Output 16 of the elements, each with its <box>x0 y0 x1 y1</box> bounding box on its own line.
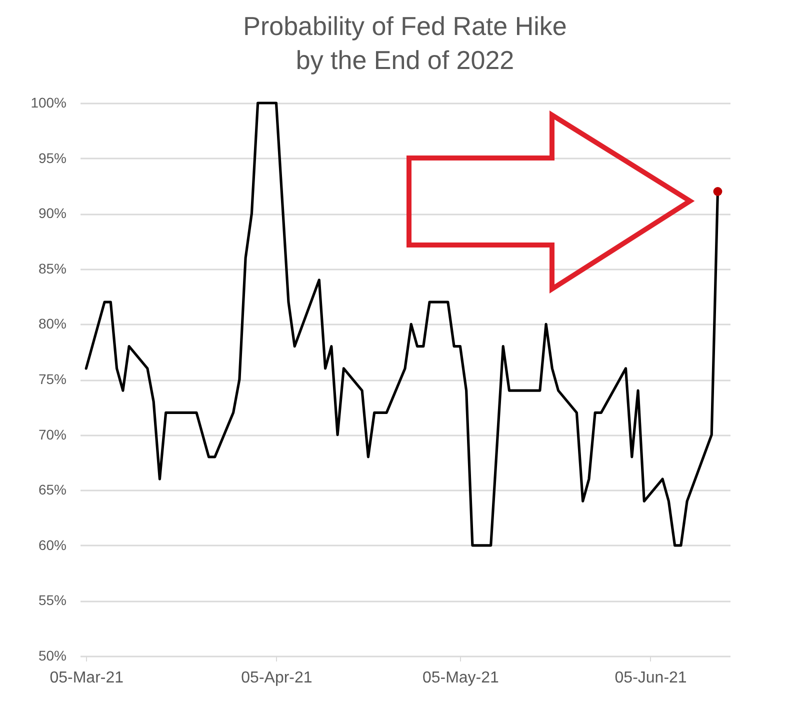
chart-title: Probability of Fed Rate Hike by the End of 2022 <box>243 11 567 75</box>
y-tick-label: 50% <box>38 648 66 664</box>
y-tick-label: 70% <box>38 426 66 442</box>
y-tick-label: 90% <box>38 205 66 222</box>
x-tick-label: 05-May-21 <box>422 670 500 686</box>
y-tick-label: 55% <box>38 592 66 608</box>
y-tick-label: 100% <box>30 94 66 110</box>
y-tick-label: 85% <box>38 260 66 276</box>
y-tick-label: 65% <box>38 482 66 498</box>
x-tick-label: 05-Mar-21 <box>50 670 124 686</box>
y-tick-label: 95% <box>38 150 66 166</box>
x-tick-label: 05-Jun-21 <box>614 670 687 686</box>
x-tick-label: 05-Apr-21 <box>241 670 312 686</box>
y-tick-label: 80% <box>38 316 66 332</box>
y-tick-label: 75% <box>38 371 66 387</box>
y-tick-label: 60% <box>38 536 66 553</box>
